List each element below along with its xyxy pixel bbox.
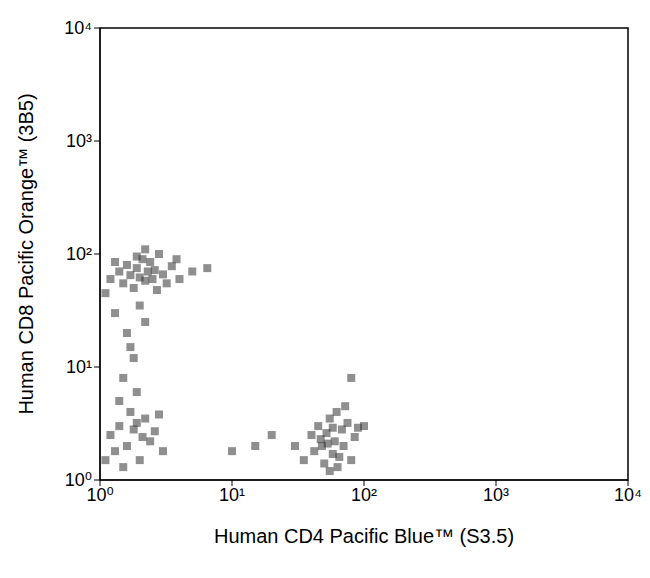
svg-text:10⁰: 10⁰ [86, 484, 114, 505]
svg-text:10⁴: 10⁴ [614, 485, 642, 505]
svg-text:10¹: 10¹ [66, 357, 92, 377]
svg-text:10¹: 10¹ [219, 485, 245, 505]
svg-text:Human CD8 Pacific Orange™ (3B5: Human CD8 Pacific Orange™ (3B5) [15, 93, 37, 414]
svg-text:10²: 10² [66, 244, 92, 264]
svg-text:Human CD4 Pacific Blue™ (S3.5): Human CD4 Pacific Blue™ (S3.5) [214, 525, 514, 547]
svg-text:10³: 10³ [483, 485, 509, 505]
svg-text:10²: 10² [351, 485, 377, 505]
svg-text:10⁰: 10⁰ [65, 470, 92, 490]
svg-text:10³: 10³ [66, 131, 92, 151]
svg-text:10⁴: 10⁴ [64, 18, 92, 38]
